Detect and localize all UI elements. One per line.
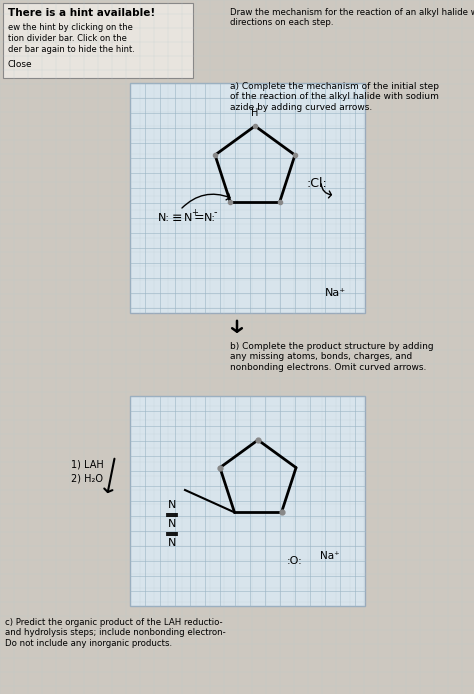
Text: N: N xyxy=(168,538,176,548)
Text: N:: N: xyxy=(204,213,216,223)
Text: der bar again to hide the hint.: der bar again to hide the hint. xyxy=(8,45,135,54)
Text: c) Predict the organic product of the LAH reductio-
and hydrolysis steps; includ: c) Predict the organic product of the LA… xyxy=(5,618,226,648)
Text: :Cl:: :Cl: xyxy=(307,176,328,189)
Text: ew the hint by clicking on the: ew the hint by clicking on the xyxy=(8,23,133,32)
FancyBboxPatch shape xyxy=(130,396,365,606)
Text: :O:: :O: xyxy=(287,556,303,566)
Text: N:: N: xyxy=(158,213,170,223)
FancyBboxPatch shape xyxy=(3,3,193,78)
Text: ≡: ≡ xyxy=(172,212,182,224)
Text: Close: Close xyxy=(8,60,33,69)
Text: There is a hint available!: There is a hint available! xyxy=(8,8,155,18)
Text: N: N xyxy=(184,213,192,223)
Text: a) Complete the mechanism of the initial step
of the reaction of the alkyl halid: a) Complete the mechanism of the initial… xyxy=(230,82,439,112)
Text: =: = xyxy=(194,212,205,224)
Text: Na⁺: Na⁺ xyxy=(324,288,346,298)
Text: -: - xyxy=(214,207,218,217)
Text: tion divider bar. Click on the: tion divider bar. Click on the xyxy=(8,34,127,43)
Text: N: N xyxy=(168,519,176,529)
Text: Draw the mechanism for the reaction of an alkyl halide with sodium azide, follow: Draw the mechanism for the reaction of a… xyxy=(230,8,474,27)
Text: H: H xyxy=(251,108,259,118)
Text: 2) H₂O: 2) H₂O xyxy=(71,473,103,483)
Text: 1) LAH: 1) LAH xyxy=(71,459,103,469)
Text: N: N xyxy=(168,500,176,510)
Text: b) Complete the product structure by adding
any missing atoms, bonds, charges, a: b) Complete the product structure by add… xyxy=(230,342,434,372)
Text: Na⁺: Na⁺ xyxy=(320,551,340,561)
Text: +: + xyxy=(191,208,198,217)
FancyBboxPatch shape xyxy=(130,83,365,313)
